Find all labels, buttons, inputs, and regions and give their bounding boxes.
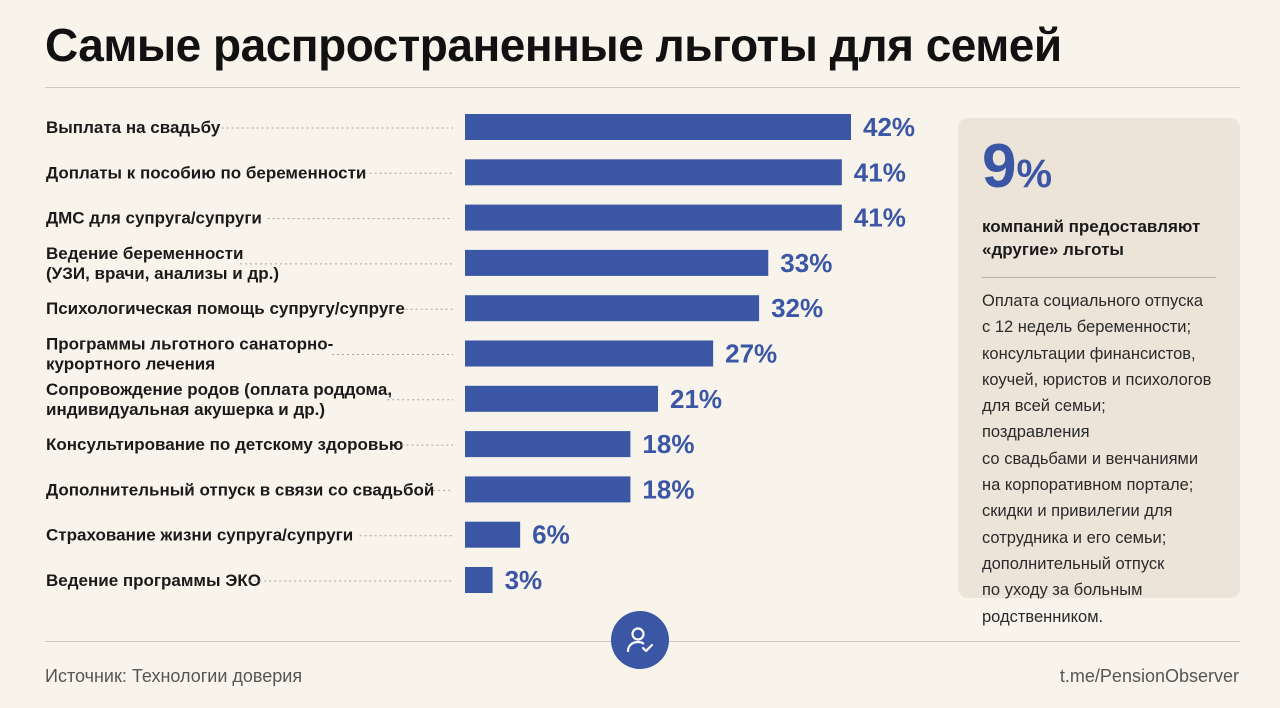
side-text-line: коучей, юристов и психологов — [982, 370, 1212, 389]
bar — [465, 295, 760, 322]
category-label: Ведение программы ЭКО — [46, 571, 261, 590]
top-divider — [45, 87, 1240, 88]
value-label: 32% — [771, 293, 823, 323]
side-divider — [982, 277, 1216, 278]
category-label: Дополнительный отпуск в связи со свадьбо… — [46, 480, 434, 499]
side-subtitle: компаний предоставляют «другие» льготы — [982, 217, 1201, 259]
value-label: 18% — [642, 429, 694, 459]
bar — [465, 159, 842, 186]
side-text-line: консультации финансистов, — [982, 344, 1196, 363]
side-text-line: дополнительный отпуск — [982, 554, 1165, 573]
bar — [465, 385, 658, 412]
category-label: Страхование жизни супруга/супруги — [46, 526, 353, 545]
category-label: Сопровождение родов (оплата роддома, — [46, 380, 392, 399]
bar — [465, 340, 714, 367]
bar — [465, 249, 769, 276]
bar — [465, 204, 842, 231]
category-label: Программы льготного санаторно- — [46, 335, 333, 354]
category-label: Доплаты к пособию по беременности — [46, 163, 366, 182]
category-label: ДМС для супруга/супруги — [46, 209, 262, 228]
category-label: Выплата на свадьбу — [46, 118, 221, 137]
value-label: 3% — [505, 565, 543, 595]
value-label: 6% — [532, 520, 570, 550]
footer-link[interactable]: t.me/PensionObserver — [1059, 666, 1239, 686]
bar — [465, 476, 631, 503]
bar-chart: Выплата на свадьбу 42% Доплаты к пособию п… — [46, 112, 915, 595]
source-text: Источник: Технологии доверия — [45, 666, 303, 686]
side-text-line: со свадьбами и венчаниями — [982, 449, 1199, 468]
side-big-number: 9% — [982, 132, 1216, 209]
value-label: 18% — [642, 474, 694, 504]
value-label: 41% — [854, 157, 906, 187]
category-label: курортного лечения — [46, 355, 215, 374]
side-text-line: скидки и привилегии для — [982, 502, 1173, 521]
user-check-icon — [611, 611, 669, 669]
side-text-line: Оплата социального отпуска — [982, 292, 1204, 310]
side-text-line: родственником. — [982, 607, 1104, 626]
bar — [465, 431, 631, 458]
category-label: (УЗИ, врачи, анализы и др.) — [46, 264, 279, 283]
side-text-line: с 12 недель беременности; — [982, 318, 1192, 337]
bar — [465, 521, 521, 548]
value-label: 27% — [725, 339, 777, 369]
category-label: Психологическая помощь супругу/супруге — [46, 299, 405, 318]
side-text-line: на корпоративном портале; — [982, 476, 1194, 495]
category-label: индивидуальная акушерка и др.) — [46, 400, 325, 419]
category-label: Консультирование по детскому здоровью — [46, 435, 403, 454]
side-text: Оплата социального отпуска с 12 недель б… — [982, 288, 1216, 630]
side-big-value: 9 — [982, 132, 1017, 201]
bar — [465, 567, 493, 593]
side-big-unit: % — [1016, 152, 1053, 196]
value-label: 21% — [670, 384, 722, 414]
bar — [465, 114, 851, 140]
category-label: Ведение беременности — [46, 244, 243, 263]
side-card: 9% компаний предоставляют «другие» льгот… — [958, 118, 1240, 626]
value-label: 42% — [863, 112, 915, 142]
value-label: 33% — [780, 248, 832, 278]
side-text-line: для всей семьи; поздравления — [982, 397, 1106, 442]
value-label: 41% — [854, 203, 906, 233]
page-title: Самые распространенные льготы для семей — [45, 19, 1062, 71]
side-text-line: по уходу за больным — [982, 581, 1143, 600]
side-text-line: сотрудника и его семьи; — [982, 528, 1167, 547]
